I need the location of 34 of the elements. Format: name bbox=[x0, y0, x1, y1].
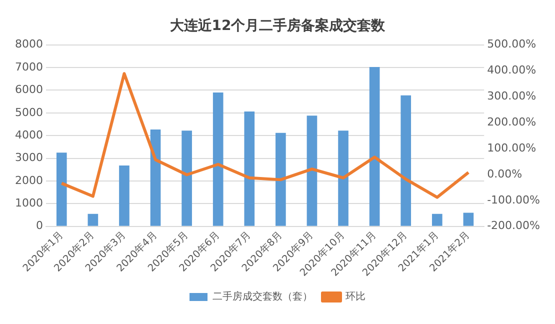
bar bbox=[182, 130, 192, 226]
y-tick-label: 3000 bbox=[14, 151, 43, 164]
bar bbox=[463, 212, 474, 226]
bar bbox=[244, 112, 255, 226]
chart-title: 大连近12个月二手房备案成交套数 bbox=[170, 17, 386, 34]
y2-tick-label: 400.00% bbox=[487, 64, 536, 77]
bar bbox=[432, 214, 442, 226]
bar bbox=[338, 130, 348, 226]
y2-tick-label: 500.00% bbox=[487, 38, 536, 51]
y2-tick-label: 300.00% bbox=[487, 90, 536, 103]
y-tick-label: 7000 bbox=[14, 60, 43, 74]
bar bbox=[306, 116, 318, 226]
bar bbox=[150, 129, 161, 226]
y2-tick-label: 200.00% bbox=[487, 115, 536, 128]
bar bbox=[119, 166, 130, 226]
y-tick-label: 0 bbox=[36, 219, 43, 232]
y2-tick-label: -100.00% bbox=[487, 193, 540, 206]
legend-label: 环比 bbox=[346, 290, 366, 303]
y-tick-label: 4000 bbox=[14, 128, 43, 142]
y2-tick-label: 0.00% bbox=[487, 167, 522, 180]
bar bbox=[400, 95, 412, 226]
y-tick-label: 6000 bbox=[14, 83, 43, 96]
y-tick-label: 2000 bbox=[14, 174, 43, 187]
bar bbox=[212, 92, 224, 226]
bar bbox=[369, 67, 380, 226]
legend-label: 二手房成交套数（套） bbox=[212, 290, 312, 303]
bar bbox=[276, 132, 286, 226]
y-tick-label: 8000 bbox=[14, 38, 43, 51]
y2-tick-label: -200.00% bbox=[487, 219, 540, 232]
bar bbox=[56, 152, 67, 226]
y-tick-label: 1000 bbox=[14, 196, 43, 210]
y-tick-label: 5000 bbox=[14, 106, 43, 119]
bar bbox=[88, 214, 98, 226]
y2-tick-label: 100.00% bbox=[487, 141, 536, 154]
